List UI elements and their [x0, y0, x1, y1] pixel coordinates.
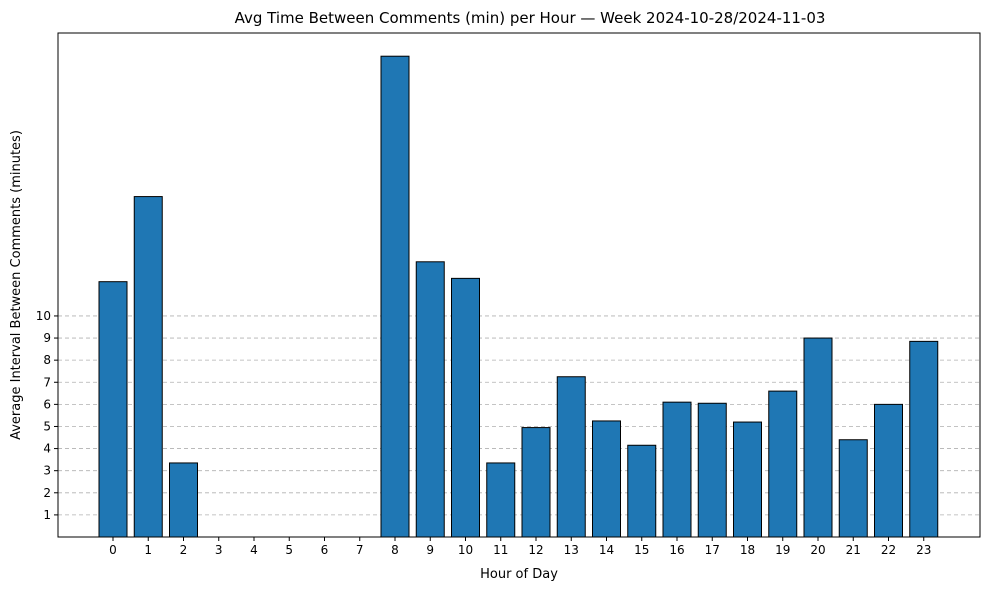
bar: [486, 462, 516, 538]
x-tick-label: 8: [391, 543, 399, 557]
chart-title: Avg Time Between Comments (min) per Hour…: [235, 9, 826, 27]
x-tick-label: 1: [144, 543, 152, 557]
bar: [98, 281, 128, 538]
bar: [521, 427, 551, 538]
y-tick-label: 1: [43, 508, 51, 522]
x-tick-label: 12: [528, 543, 543, 557]
bar: [697, 402, 727, 538]
x-axis-label: Hour of Day: [480, 567, 558, 582]
x-tick-label: 5: [285, 543, 293, 557]
bar: [556, 376, 586, 538]
y-tick-label: 8: [43, 353, 51, 367]
plot-frame: [57, 32, 981, 538]
bar: [803, 337, 833, 538]
y-tick-label: 7: [43, 375, 51, 389]
bar: [380, 55, 410, 538]
x-tick-label: 19: [775, 543, 790, 557]
bar: [451, 277, 480, 538]
bars: [98, 55, 939, 538]
bar: [169, 462, 198, 538]
bar: [592, 420, 621, 538]
bar: [415, 261, 445, 538]
x-tick-label: 15: [634, 543, 649, 557]
x-tick-label: 2: [180, 543, 188, 557]
x-tick-label: 13: [564, 543, 579, 557]
x-tick-label: 0: [109, 543, 117, 557]
x-tick-label: 21: [846, 543, 861, 557]
bar: [733, 421, 762, 538]
y-tick-label: 9: [43, 331, 51, 345]
y-axis: 1 2 3 4 5 6 7 8 9 10: [36, 309, 58, 522]
bar: [662, 401, 692, 538]
x-tick-label: 22: [881, 543, 896, 557]
x-tick-label: 20: [810, 543, 825, 557]
bar: [768, 390, 798, 538]
x-tick-label: 10: [458, 543, 473, 557]
bar: [874, 403, 903, 538]
y-tick-label: 4: [43, 442, 51, 456]
x-axis: 0 1 2 3 4 5 6 7 8 9 10 11 12 13 14 15 16 17 18 19 20 21 22 23: [109, 537, 931, 557]
x-tick-label: 3: [215, 543, 223, 557]
y-tick-label: 3: [43, 464, 51, 478]
bar: [133, 196, 163, 538]
x-tick-label: 14: [599, 543, 614, 557]
x-tick-label: 7: [356, 543, 364, 557]
x-tick-label: 4: [250, 543, 258, 557]
x-tick-label: 11: [493, 543, 508, 557]
bar: [909, 340, 939, 538]
y-axis-label: Average Interval Between Comments (minut…: [9, 130, 24, 440]
x-tick-label: 6: [321, 543, 329, 557]
x-tick-label: 9: [426, 543, 434, 557]
x-tick-label: 17: [705, 543, 720, 557]
y-tick-label: 5: [43, 419, 51, 433]
x-tick-label: 18: [740, 543, 755, 557]
x-tick-label: 23: [916, 543, 931, 557]
y-tick-label: 10: [36, 309, 51, 323]
x-tick-label: 16: [669, 543, 684, 557]
y-tick-label: 2: [43, 486, 51, 500]
bar: [838, 439, 868, 538]
y-tick-label: 6: [43, 397, 51, 411]
bar: [627, 444, 657, 538]
